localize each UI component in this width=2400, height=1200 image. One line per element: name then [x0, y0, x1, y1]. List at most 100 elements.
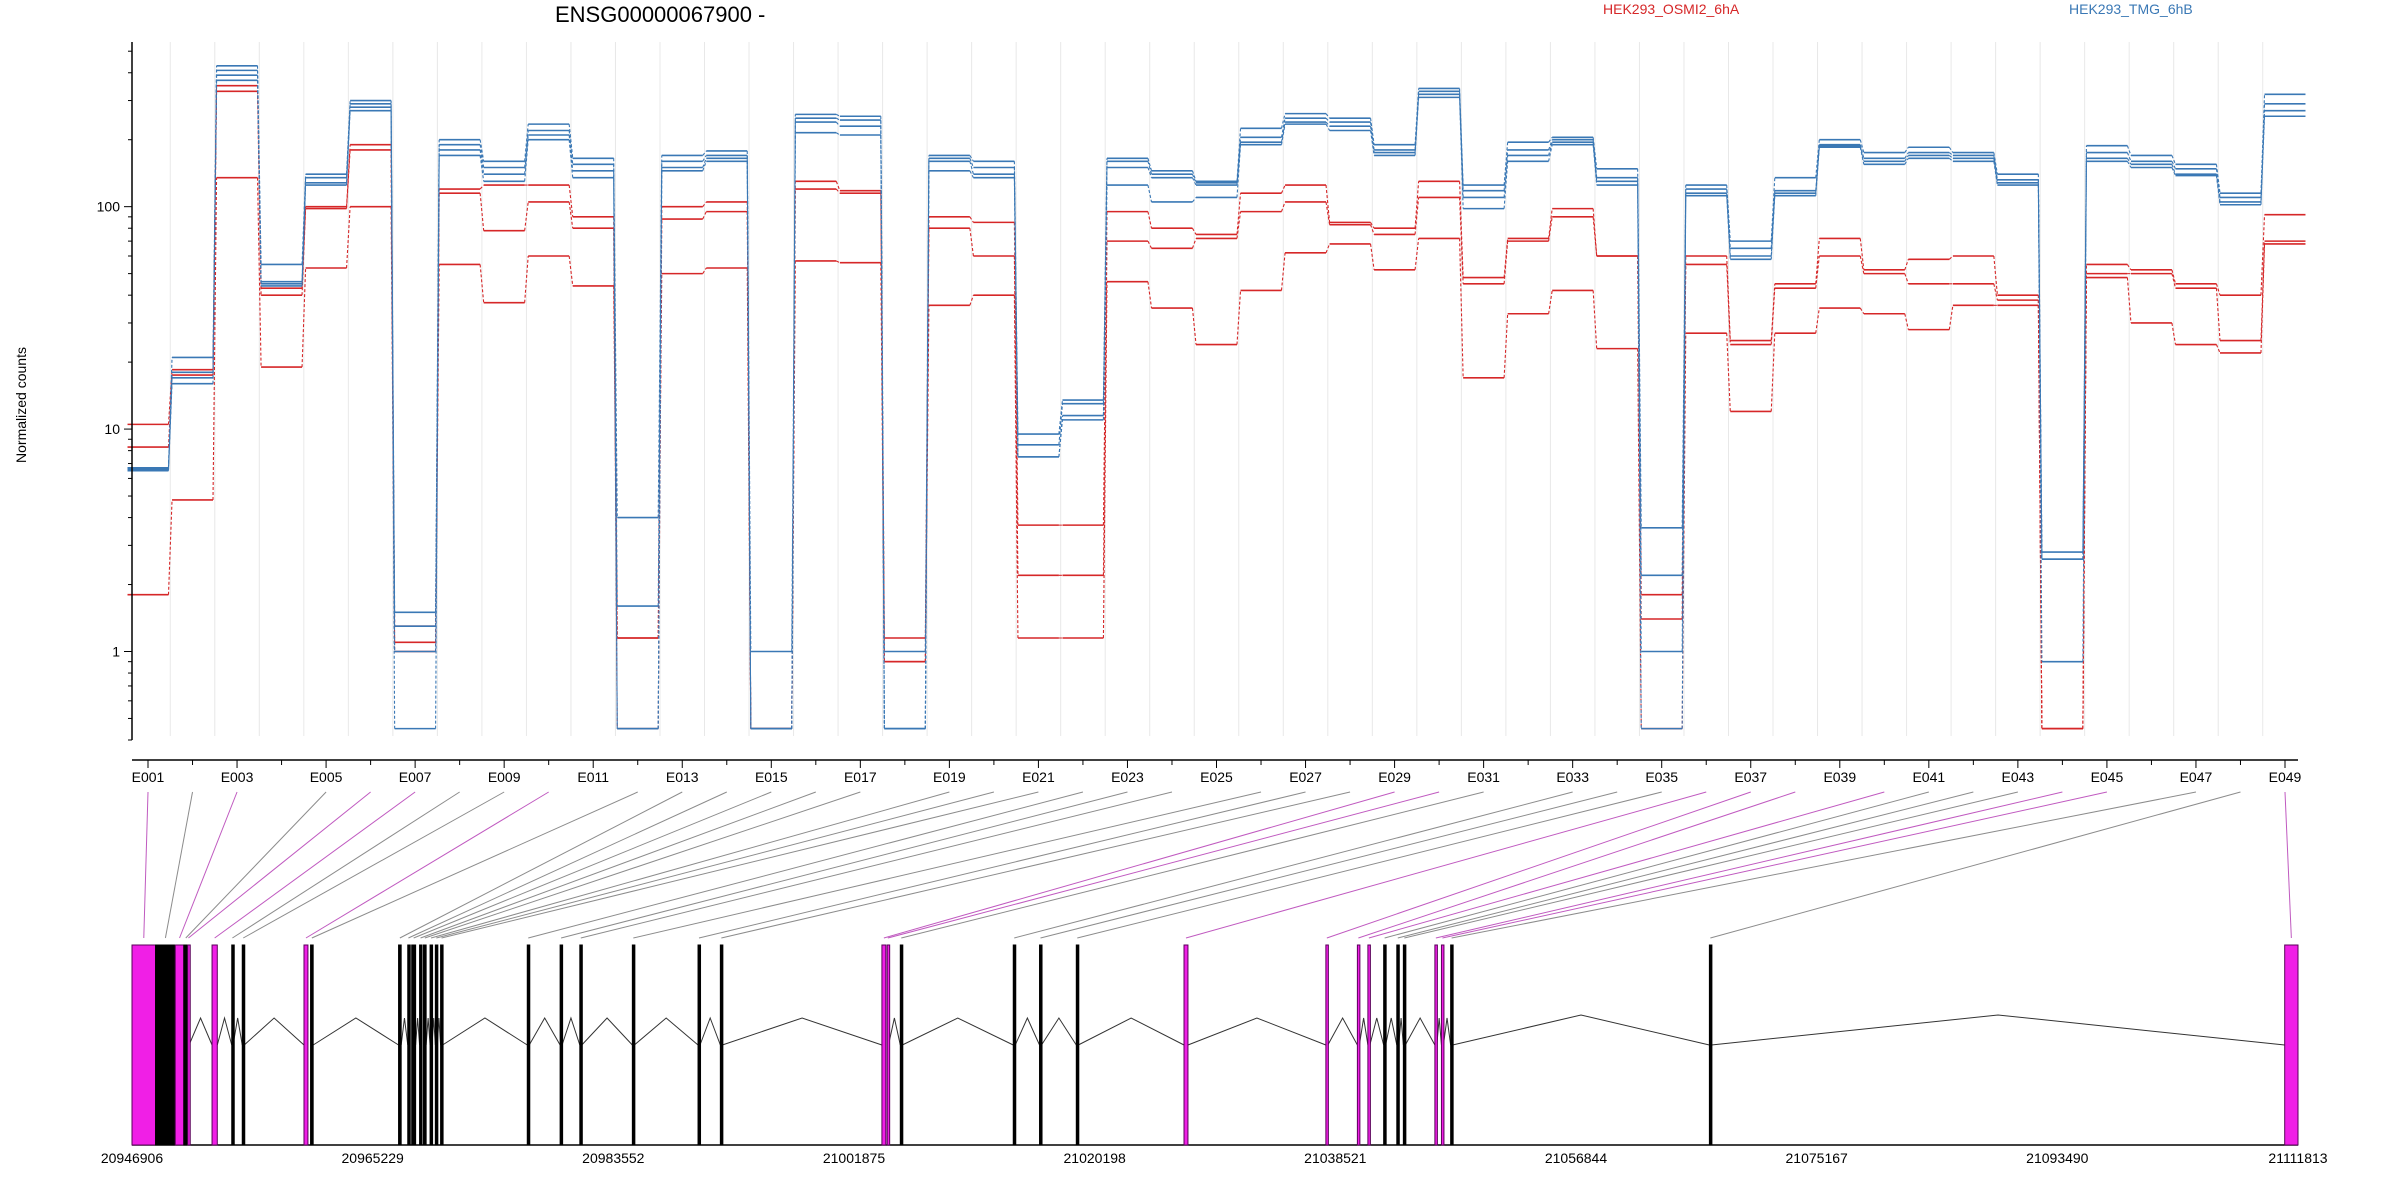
exon-block — [183, 944, 189, 1146]
genomic-tick-label: 21111813 — [2268, 1150, 2327, 1166]
x-tick-label: E023 — [1111, 769, 1144, 785]
exon-connector — [185, 791, 327, 939]
exon-connector — [420, 791, 816, 939]
x-tick-label: E045 — [2091, 769, 2124, 785]
exon-connector — [143, 791, 149, 939]
exon-block — [1367, 944, 1371, 1146]
exon-block — [310, 944, 314, 1146]
exon-connector — [413, 791, 772, 939]
exon-block — [429, 944, 434, 1146]
chart-title: ENSG00000067900 - — [555, 2, 765, 27]
x-tick-label: E005 — [310, 769, 343, 785]
exon-connector — [1710, 791, 2241, 939]
x-tick-label: E025 — [1200, 769, 1233, 785]
genomic-tick-label: 21056844 — [1545, 1150, 1608, 1166]
exon-block — [303, 944, 309, 1146]
y-tick-label: 10 — [104, 421, 120, 437]
exon-connector — [1040, 791, 1618, 939]
exon-connector — [1451, 791, 2197, 939]
exon-connector — [2284, 791, 2292, 939]
intron-line — [1404, 1016, 1436, 1046]
y-axis-label: Normalized counts — [13, 347, 29, 463]
exon-block — [1356, 944, 1361, 1146]
x-tick-label: E013 — [666, 769, 699, 785]
exon-block — [526, 944, 531, 1146]
x-tick-label: E043 — [2002, 769, 2035, 785]
series-2 — [127, 176, 2306, 730]
exon-connector — [1368, 791, 1885, 939]
exon-block — [423, 944, 427, 1146]
exon-connector — [179, 791, 238, 939]
exon-connector — [721, 791, 1351, 939]
intron-line — [1369, 1017, 1385, 1046]
exon-connector — [1358, 791, 1796, 939]
genomic-tick-label: 20983552 — [582, 1150, 645, 1166]
exon-block — [440, 944, 444, 1146]
series-5 — [127, 74, 2306, 730]
y-tick-label: 100 — [97, 199, 121, 215]
intron-line — [1078, 1017, 1185, 1046]
intron-line — [561, 1016, 581, 1046]
exon-block — [241, 944, 246, 1146]
x-tick-label: E037 — [1734, 769, 1767, 785]
x-tick-label: E041 — [1912, 769, 1945, 785]
x-tick-label: E031 — [1467, 769, 1500, 785]
exon-block — [407, 944, 411, 1146]
exon-connector — [1014, 791, 1573, 939]
exon-connector — [408, 791, 727, 939]
legend-entry-tmg: HEK293_TMG_6hB — [2069, 1, 2193, 17]
exon-block — [398, 944, 402, 1146]
intron-line — [1327, 1016, 1358, 1046]
exon-block — [1434, 944, 1438, 1146]
x-tick-label: E001 — [132, 769, 165, 785]
intron-line — [902, 1017, 1014, 1046]
intron-line — [1711, 1014, 2285, 1046]
exon-connector — [188, 791, 371, 939]
series-3 — [127, 64, 2306, 653]
exon-connector — [1404, 791, 2018, 939]
intron-line — [243, 1017, 305, 1046]
intron-line — [188, 1016, 213, 1046]
intron-line — [699, 1016, 721, 1046]
exon-block — [211, 944, 218, 1146]
x-tick-label: E035 — [1645, 769, 1678, 785]
x-tick-label: E015 — [755, 769, 788, 785]
exon-connector — [399, 791, 683, 939]
series-1-line — [167, 91, 2266, 729]
exon-connector — [305, 791, 549, 939]
exon-block — [1039, 944, 1043, 1146]
x-tick-label: E049 — [2269, 769, 2302, 785]
intron-line — [216, 1016, 233, 1046]
intron-line — [581, 1017, 633, 1046]
exon-block — [1183, 944, 1189, 1146]
intron-line — [633, 1017, 699, 1046]
exon-block — [1325, 944, 1329, 1146]
y-tick-label: 1 — [112, 643, 120, 659]
series-lines — [127, 64, 2306, 730]
exon-connector — [1442, 791, 2108, 939]
exon-block — [1402, 944, 1407, 1146]
exon-block — [579, 944, 583, 1146]
x-tick-label: E033 — [1556, 769, 1589, 785]
exon-connector — [424, 791, 861, 939]
exon-block — [899, 944, 904, 1146]
exon-block — [1396, 944, 1400, 1146]
series-2-line — [167, 177, 2266, 729]
series-4 — [127, 69, 2306, 730]
series-6 — [127, 79, 2306, 730]
intron-line — [1041, 1017, 1077, 1046]
genomic-tick-label: 21020198 — [1064, 1150, 1127, 1166]
exon-block — [881, 944, 887, 1146]
intron-line — [400, 1017, 409, 1046]
exon-connector — [430, 791, 950, 939]
intron-line — [1014, 1016, 1040, 1046]
exon-block — [1708, 944, 1713, 1146]
intron-line — [442, 1017, 528, 1046]
x-tick-label: E007 — [399, 769, 432, 785]
exon-connector — [1397, 791, 1974, 939]
exon-block — [174, 944, 185, 1146]
intron-line — [1187, 1017, 1327, 1046]
intron-line — [528, 1016, 561, 1046]
series-6-line — [167, 80, 2266, 729]
exon-block — [2284, 944, 2299, 1146]
